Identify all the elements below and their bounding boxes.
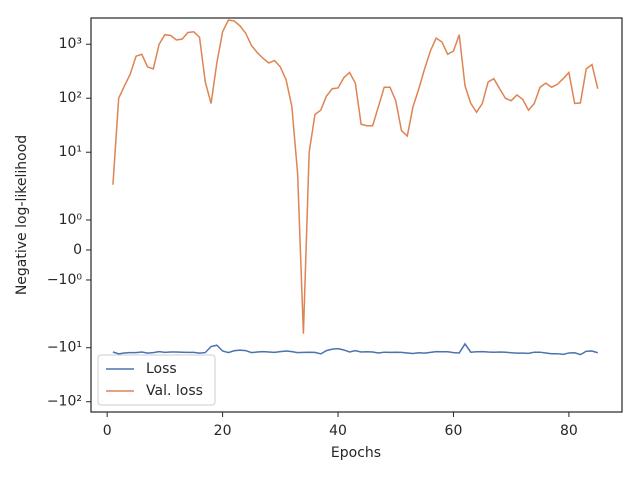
line-series [112,19,599,334]
x-axis-label: Epochs [331,445,381,461]
y-tick-label: 0 [73,242,82,258]
x-tick-label: 60 [445,423,463,439]
y-tick-label: −10⁰ [47,272,83,288]
y-tick-label: 10¹ [59,144,82,160]
legend-label: Val. loss [146,383,203,399]
line-series [112,342,598,356]
x-tick-label: 20 [214,423,232,439]
y-tick-label: −10¹ [47,340,82,356]
y-axis-label: Negative log-likelihood [14,135,30,295]
x-tick-label: 80 [560,423,578,439]
y-tick-label: 10³ [59,36,82,52]
y-tick-label: 10⁰ [59,212,83,228]
x-tick-label: 40 [329,423,347,439]
y-tick-label: 10² [59,90,82,106]
legend-box [97,354,216,406]
y-tick-label: −10² [47,394,82,410]
plot-frame [90,17,623,413]
x-tick-label: 0 [103,423,112,439]
legend-label: Loss [146,361,177,377]
legend: Loss Val. loss [97,354,216,406]
